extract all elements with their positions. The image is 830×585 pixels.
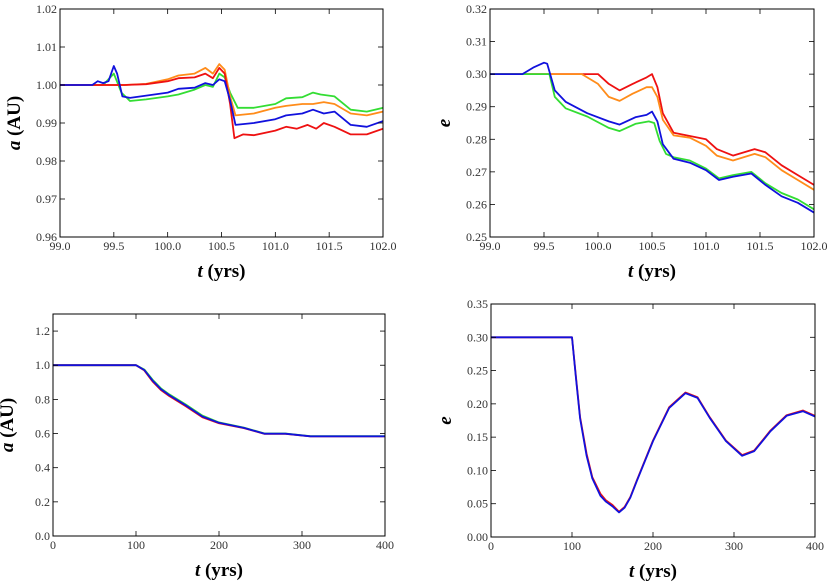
series-line-1: [53, 364, 385, 438]
y-tick-label: 1.01: [36, 40, 57, 54]
y-tick-label: 0.00: [467, 530, 488, 544]
x-tick-label: 200: [210, 538, 228, 552]
y-tick-label: 0.26: [466, 197, 487, 211]
y-tick-label: 0.10: [467, 463, 488, 477]
y-axis-label: e: [434, 118, 455, 127]
chart-panel-2: 99.0 99.5 100.0 100.5 101.0 101.5 102.0 0.25 0.2…: [434, 2, 828, 282]
y-tick-label: 0.0: [35, 529, 50, 543]
series-line-2: [490, 73, 814, 191]
y-tick-label: 1.02: [36, 2, 57, 16]
x-axis-label: t (yrs): [628, 261, 676, 282]
series-line-4: [490, 61, 814, 214]
y-tick-label: 1.0: [35, 358, 50, 372]
series-line-1: [60, 72, 383, 113]
x-axis-label: t (yrs): [197, 261, 245, 282]
x-tick-label: 101.5: [747, 239, 774, 253]
y-tick-label: 0.97: [36, 192, 57, 206]
y-tick-label: 0.6: [35, 427, 50, 441]
series-line-4: [60, 65, 383, 128]
series-line-3: [60, 67, 383, 140]
plot-frame: [490, 303, 816, 538]
series-line-2: [53, 364, 385, 438]
y-tick-label: 0.2: [35, 495, 50, 509]
x-tick-label: 99.5: [534, 239, 555, 253]
x-tick-label: 99.0: [50, 239, 71, 253]
y-tick-label: 0.28: [466, 132, 487, 146]
x-tick-label: 99.0: [480, 239, 501, 253]
x-tick-label: 101.5: [316, 239, 343, 253]
x-tick-label: 100: [563, 539, 581, 553]
x-tick-label: 101.0: [262, 239, 289, 253]
y-tick-label: 0.31: [466, 35, 487, 49]
y-tick-label: 0.30: [466, 67, 487, 81]
plot-frame: [52, 313, 386, 537]
y-tick-label: 0.25: [467, 364, 488, 378]
series-line-3: [53, 364, 385, 438]
y-tick-label: 0.8: [35, 392, 50, 406]
y-axis-label: e: [435, 416, 456, 425]
x-tick-label: 0: [488, 539, 494, 553]
y-tick-label: 0.35: [467, 297, 488, 311]
x-tick-label: 100: [127, 538, 145, 552]
series-line-3: [490, 73, 814, 211]
y-axis-label: a (AU): [0, 398, 18, 452]
x-tick-label: 400: [806, 539, 824, 553]
x-tick-label: 0: [50, 538, 56, 552]
plot-frame: [59, 8, 384, 238]
x-tick-label: 300: [293, 538, 311, 552]
chart-panel-1: 99.0 99.5 100.0 100.5 101.0 101.5 102.0 0.96 0.9…: [4, 2, 397, 282]
x-axis-label: t (yrs): [629, 561, 677, 582]
x-tick-label: 100.5: [639, 239, 666, 253]
x-tick-label: 100.0: [585, 239, 612, 253]
series-line-2: [60, 63, 383, 117]
series-line-1: [490, 73, 814, 186]
y-tick-label: 0.99: [36, 116, 57, 130]
y-tick-label: 0.96: [36, 230, 57, 244]
y-tick-label: 0.15: [467, 430, 488, 444]
series-line-2: [491, 336, 815, 514]
chart-panel-3: 0 100 200 300 400 0.0 0.2 0.4 0.6 0.8 1.0 1.2 t (yrs…: [0, 313, 394, 581]
y-tick-label: 0.27: [466, 165, 487, 179]
y-tick-label: 0.32: [466, 2, 487, 16]
y-tick-label: 0.29: [466, 100, 487, 114]
y-axis-label: a (AU): [4, 96, 25, 150]
chart-panel-4: 0 100 200 300 400 0.00 0.05 0.10 0.15 0.20 0.25 0.3…: [435, 297, 824, 582]
x-axis-label: t (yrs): [195, 560, 243, 581]
x-tick-label: 200: [644, 539, 662, 553]
x-tick-label: 99.5: [103, 239, 124, 253]
y-tick-label: 0.98: [36, 154, 57, 168]
y-tick-label: 0.05: [467, 497, 488, 511]
series-line-1: [491, 336, 815, 513]
y-tick-label: 0.4: [35, 461, 50, 475]
x-tick-label: 100.5: [208, 239, 235, 253]
y-tick-label: 1.2: [35, 324, 50, 338]
x-tick-label: 102.0: [801, 239, 828, 253]
x-tick-label: 400: [376, 538, 394, 552]
y-tick-label: 0.30: [467, 330, 488, 344]
y-tick-label: 1.00: [36, 78, 57, 92]
x-tick-label: 100.0: [154, 239, 181, 253]
y-tick-label: 0.20: [467, 397, 488, 411]
x-tick-label: 102.0: [370, 239, 397, 253]
y-tick-label: 0.25: [466, 230, 487, 244]
x-tick-label: 300: [725, 539, 743, 553]
x-tick-label: 101.0: [693, 239, 720, 253]
